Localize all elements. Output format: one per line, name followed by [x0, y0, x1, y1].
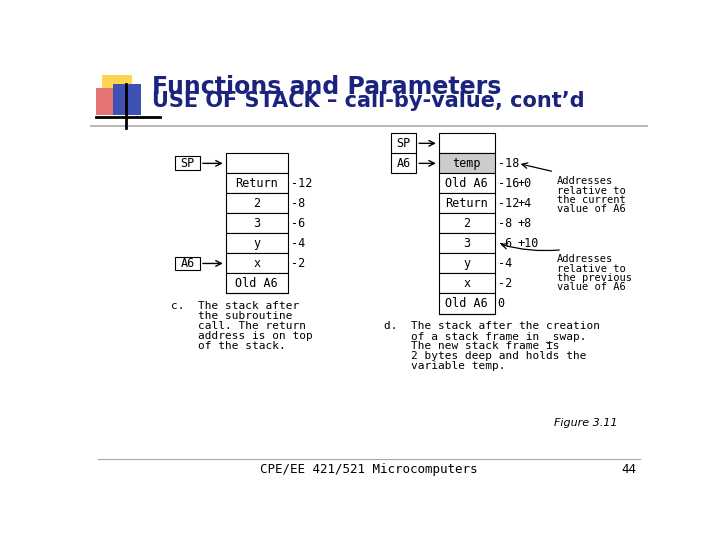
Text: -16: -16	[498, 177, 519, 190]
Text: relative to: relative to	[557, 186, 625, 195]
Bar	[225, 273, 287, 294]
Text: x: x	[253, 257, 260, 270]
Bar	[225, 253, 287, 273]
Bar	[96, 88, 123, 115]
Text: Figure 3.11: Figure 3.11	[554, 418, 617, 428]
Text: CPE/EE 421/521 Microcomputers: CPE/EE 421/521 Microcomputers	[260, 463, 478, 476]
Bar	[113, 84, 141, 115]
Text: -12: -12	[498, 197, 519, 210]
Text: +0: +0	[518, 177, 532, 190]
Bar	[225, 153, 287, 173]
Text: USE OF STACK – call-by-value, cont’d: USE OF STACK – call-by-value, cont’d	[152, 91, 585, 111]
Text: Addresses: Addresses	[557, 254, 613, 265]
Text: variable temp.: variable temp.	[384, 361, 506, 372]
Text: of a stack frame in _swap.: of a stack frame in _swap.	[384, 331, 587, 342]
Text: -18: -18	[498, 157, 519, 170]
Text: the current: the current	[557, 195, 625, 205]
Text: Old A6: Old A6	[445, 297, 488, 310]
Bar	[102, 75, 132, 99]
Text: A6: A6	[397, 157, 410, 170]
Text: temp: temp	[452, 157, 481, 170]
Text: x: x	[463, 277, 470, 290]
Bar	[438, 253, 495, 273]
Text: 0: 0	[498, 297, 505, 310]
Text: 2: 2	[253, 197, 260, 210]
Text: relative to: relative to	[557, 264, 625, 274]
Bar	[225, 233, 287, 253]
Text: 2 bytes deep and holds the: 2 bytes deep and holds the	[384, 351, 587, 361]
Text: Return: Return	[445, 197, 488, 210]
Text: +8: +8	[518, 217, 532, 230]
Bar	[438, 293, 495, 314]
Text: -4: -4	[291, 237, 305, 250]
Text: value of A6: value of A6	[557, 204, 625, 214]
Text: Functions and Parameters: Functions and Parameters	[152, 75, 501, 99]
Bar	[438, 193, 495, 213]
Text: c.  The stack after: c. The stack after	[171, 301, 300, 311]
Text: address is on top: address is on top	[171, 331, 313, 341]
Text: 3: 3	[463, 237, 470, 250]
Bar	[391, 133, 416, 173]
Text: +10: +10	[518, 237, 539, 250]
Text: 2: 2	[463, 217, 470, 230]
Text: the previous: the previous	[557, 273, 631, 283]
Bar	[225, 173, 287, 193]
Text: -8: -8	[498, 217, 512, 230]
Text: -6: -6	[291, 217, 305, 230]
Text: y: y	[463, 257, 470, 270]
Text: Old A6: Old A6	[445, 177, 488, 190]
Text: -2: -2	[498, 277, 512, 290]
Text: -6: -6	[498, 237, 512, 250]
Bar	[438, 133, 495, 153]
Text: y: y	[253, 237, 260, 250]
Text: -12: -12	[291, 177, 312, 190]
Bar	[438, 233, 495, 253]
Bar	[225, 213, 287, 233]
Text: SP: SP	[181, 157, 195, 170]
Bar	[438, 273, 495, 294]
Text: d.  The stack after the creation: d. The stack after the creation	[384, 321, 600, 331]
Text: -2: -2	[291, 257, 305, 270]
Text: the subroutine: the subroutine	[171, 311, 293, 321]
Text: value of A6: value of A6	[557, 282, 625, 292]
Text: call. The return: call. The return	[171, 321, 307, 331]
Text: A6: A6	[181, 257, 195, 270]
Text: 44: 44	[621, 463, 636, 476]
Bar	[175, 157, 200, 170]
Text: 3: 3	[253, 217, 260, 230]
Text: +4: +4	[518, 197, 532, 210]
Text: Old A6: Old A6	[235, 277, 278, 290]
Text: SP: SP	[397, 137, 410, 150]
Bar	[438, 173, 495, 193]
Text: -4: -4	[498, 257, 512, 270]
Text: Return: Return	[235, 177, 278, 190]
Text: -8: -8	[291, 197, 305, 210]
Bar	[225, 193, 287, 213]
Text: The new stack frame is: The new stack frame is	[384, 341, 560, 351]
Text: Addresses: Addresses	[557, 177, 613, 186]
Bar	[438, 153, 495, 173]
Bar	[175, 256, 200, 271]
Bar	[438, 213, 495, 233]
Text: of the stack.: of the stack.	[171, 341, 286, 351]
